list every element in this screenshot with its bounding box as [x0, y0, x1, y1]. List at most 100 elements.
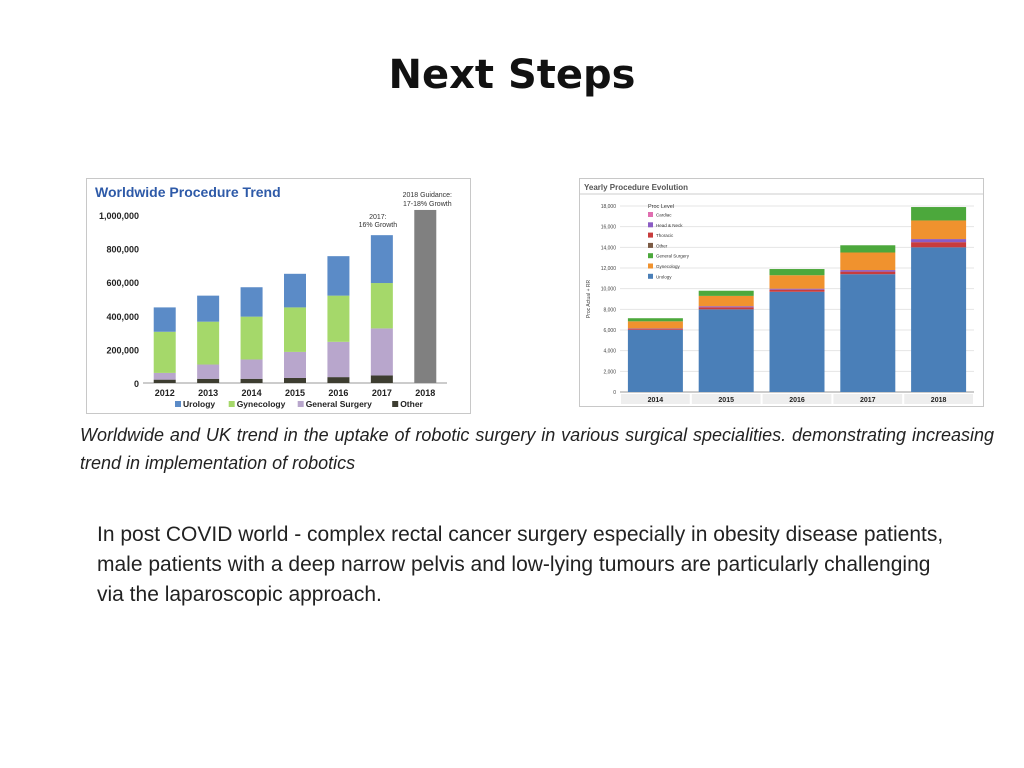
- chart1-xtick-label: 2013: [198, 388, 218, 398]
- chart2-bar-general-surgery: [627, 318, 683, 322]
- chart2-bar-general-surgery: [840, 245, 896, 253]
- chart1-bar-other: [197, 378, 220, 383]
- yearly-procedure-chart-svg: Yearly Procedure Evolution 0 2,000 4,000 6,0…: [580, 183, 983, 404]
- chart2-bar-thoracic: [627, 329, 683, 330]
- chart1-bar-general-surgery: [370, 328, 393, 376]
- chart1-legend-label: Urology: [183, 399, 215, 409]
- chart1-bar-other: [327, 377, 350, 383]
- chart2-bar-head-neck: [698, 306, 754, 308]
- chart2-ytick-label: 6,000: [603, 328, 616, 334]
- chart1-legend-label: Other: [400, 399, 423, 409]
- chart2-bar-general-surgery: [769, 269, 825, 276]
- chart2-bar-head-neck: [769, 288, 825, 290]
- chart1-bar-other: [240, 378, 263, 383]
- body-paragraph: In post COVID world - complex rectal can…: [97, 523, 944, 606]
- chart1-ytick-label: 0: [134, 379, 139, 389]
- chart1-xtick-label: 2014: [242, 388, 262, 398]
- chart1-bar-urology: [240, 287, 263, 317]
- chart2-xtick-label: 2015: [718, 397, 734, 404]
- chart1-xtick-label: 2012: [155, 388, 175, 398]
- chart2-bar-gynecology: [698, 295, 754, 307]
- chart2-ytick-label: 4,000: [603, 349, 616, 355]
- chart2-bar-head-neck: [911, 239, 967, 243]
- chart1-bar-general-surgery: [240, 359, 263, 379]
- chart1-annotation-2018: 2018 Guidance:: [403, 192, 452, 199]
- chart2-bar-general-surgery: [911, 207, 967, 221]
- chart2-xtick-label: 2018: [931, 397, 947, 404]
- chart1-bar-other: [370, 375, 393, 383]
- chart2-legend-swatch: [648, 212, 653, 217]
- chart2-bar-gynecology: [911, 220, 967, 240]
- chart2-ytick-label: 2,000: [603, 369, 616, 375]
- chart2-legend-label: Cardiac: [656, 213, 672, 218]
- chart1-bar-gynecology: [327, 295, 350, 342]
- chart2-bar-head-neck: [627, 328, 683, 330]
- chart1-bar-urology: [153, 307, 176, 332]
- chart1-bar-gynecology: [284, 307, 306, 352]
- chart1-title: Worldwide Procedure Trend: [95, 184, 281, 200]
- chart1-bar-other: [284, 377, 306, 383]
- chart1-bar-general-surgery: [284, 351, 306, 378]
- chart2-legend-swatch: [648, 253, 653, 259]
- chart2-legend-label: Thoracic: [656, 233, 674, 238]
- chart2-xtick-label: 2014: [648, 397, 664, 404]
- chart2-ytick-label: 16,000: [601, 225, 617, 231]
- chart2-legend-label: Gynecology: [656, 264, 681, 269]
- chart2-xtick-label: 2016: [789, 397, 805, 404]
- chart2-bar-urology: [627, 330, 683, 392]
- chart2-legend-swatch: [648, 273, 653, 279]
- chart2-legend-label: Head & Neck: [656, 223, 683, 228]
- chart1-legend-label: Gynecology: [237, 399, 286, 409]
- slide-title: Next Steps: [388, 52, 636, 98]
- chart2-xtick-label: 2017: [860, 397, 876, 404]
- chart1-bar-general-surgery: [327, 341, 350, 378]
- chart2-ytick-label: 0: [613, 390, 616, 396]
- chart1-bar-gynecology: [197, 321, 220, 365]
- chart2-title: Yearly Procedure Evolution: [584, 183, 688, 192]
- chart2-ytick-label: 10,000: [601, 287, 617, 293]
- chart1-xtick-label: 2016: [328, 388, 348, 398]
- chart1-xtick-label: 2017: [372, 388, 392, 398]
- chart1-ytick-label: 800,000: [106, 245, 139, 255]
- chart2-ylabel: Proc Actual + RR: [586, 280, 592, 319]
- chart1-legend-swatch: [297, 401, 304, 407]
- chart1-bar-gynecology: [153, 331, 176, 373]
- chart2-bar-thoracic: [769, 289, 825, 292]
- chart2-bar-gynecology: [840, 252, 896, 271]
- chart2-bar-thoracic: [911, 242, 967, 248]
- chart1-bar-gynecology: [370, 283, 393, 329]
- chart2-bar-urology: [698, 309, 754, 392]
- chart1-legend-swatch: [392, 401, 399, 407]
- chart2-legend-swatch: [648, 242, 653, 248]
- chart2-bar-gynecology: [627, 321, 683, 329]
- chart1-legend-swatch: [175, 401, 181, 407]
- chart2-bar-general-surgery: [698, 290, 754, 296]
- chart2-bar-urology: [769, 291, 825, 392]
- chart1-bar-urology: [370, 235, 393, 284]
- chart1-bar-urology: [284, 273, 306, 308]
- chart2-xtick-bg: [621, 394, 690, 404]
- chart1-ytick-label: 200,000: [106, 345, 139, 355]
- chart1-bar-gynecology: [240, 316, 263, 360]
- chart1-bar-general-surgery: [153, 372, 176, 380]
- chart2-ytick-label: 8,000: [603, 307, 616, 313]
- chart1-ytick-label: 600,000: [106, 278, 139, 288]
- chart1-ytick-label: 400,000: [106, 312, 139, 322]
- chart2-bar-thoracic: [840, 271, 896, 275]
- chart2-ytick-label: 12,000: [601, 266, 617, 272]
- chart1-bar-guidance: [414, 209, 437, 383]
- chart2-ytick-label: 14,000: [601, 245, 617, 251]
- chart2-legend-label: Urology: [656, 274, 672, 279]
- chart2-legend-swatch: [648, 263, 653, 269]
- chart1-xtick-label: 2015: [285, 388, 305, 398]
- chart2-xtick-bg: [762, 394, 832, 404]
- chart1-legend-swatch: [228, 401, 235, 407]
- chart2-bar-urology: [840, 274, 896, 392]
- chart2-ytick-label: 18,000: [601, 204, 617, 210]
- chart2-bar-urology: [911, 247, 967, 392]
- chart2-xtick-bg: [904, 394, 973, 404]
- chart2-bar-head-neck: [840, 270, 896, 272]
- worldwide-procedure-chart: Worldwide Procedure Trend 0 200,000 400,000…: [86, 178, 471, 414]
- chart2-legend-swatch: [648, 222, 653, 228]
- chart1-ytick-label: 1,000,000: [99, 211, 139, 221]
